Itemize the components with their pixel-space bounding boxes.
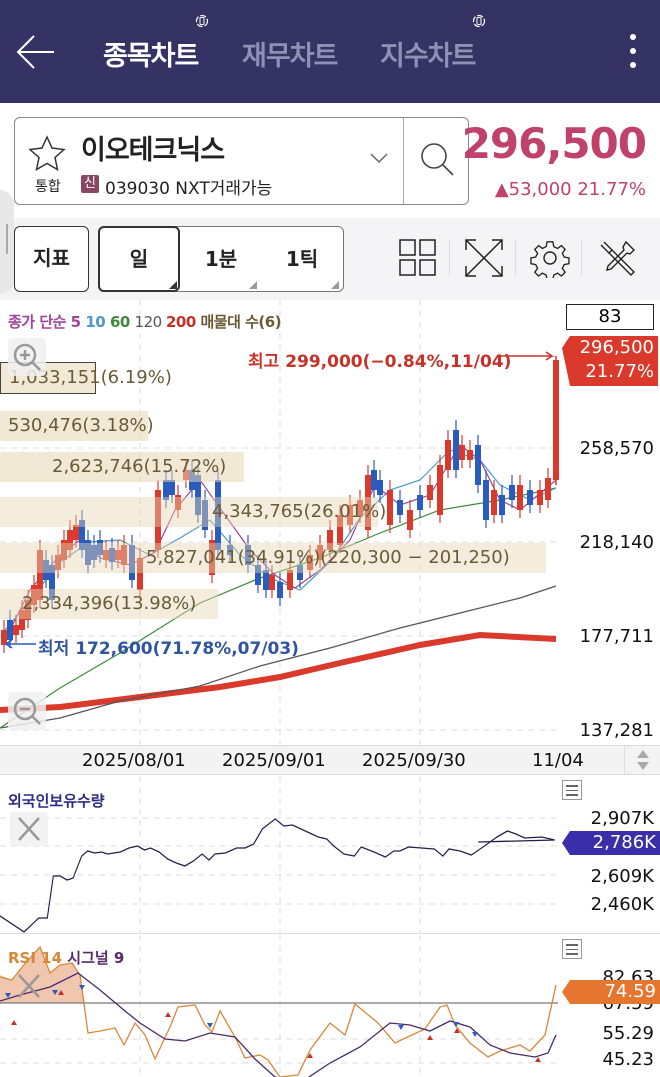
back-arrow-icon[interactable] bbox=[14, 30, 58, 74]
sync-icon bbox=[195, 14, 209, 28]
price-tag-value: 296,500 bbox=[579, 337, 654, 358]
fullscreen-icon[interactable] bbox=[464, 238, 504, 278]
legend-volume-profile: 매물대 수(6) bbox=[200, 313, 282, 331]
zoom-in-icon bbox=[13, 343, 41, 371]
legend-ma-label: 종가 단순 bbox=[8, 313, 71, 331]
chevron-down-icon[interactable] bbox=[367, 148, 391, 168]
high-annotation: 최고 299,000(−0.84%,11/04) bbox=[248, 352, 512, 372]
legend-ma10: 10 bbox=[85, 313, 110, 331]
top-bar: 종목차트 재무차트 지수차트 bbox=[0, 0, 660, 103]
rsi-label: RSI 14 bbox=[8, 949, 63, 967]
tab-financial-chart[interactable]: 재무차트 bbox=[242, 41, 338, 72]
rsi-panel[interactable]: RSI 14 시그널 9 82.63 67.59 55.29 45.23 74.… bbox=[0, 935, 660, 1077]
stock-code: 039030 NXT거래가능 bbox=[105, 179, 273, 199]
foreign-holdings-title: 외국인보유수량 bbox=[8, 792, 105, 810]
y-axis-label: 2,460K bbox=[590, 894, 654, 915]
y-axis-label: 177,711 bbox=[579, 626, 654, 647]
current-price: 296,500 bbox=[461, 119, 647, 168]
search-icon bbox=[421, 143, 454, 176]
x-axis-label: 2025/08/01 bbox=[82, 750, 186, 771]
close-icon bbox=[18, 817, 40, 841]
credit-badge: 신 bbox=[81, 175, 99, 193]
current-value-tag: 2,786K bbox=[562, 831, 660, 855]
legend-ma60: 60 bbox=[109, 313, 135, 331]
legend-ma5: 5 bbox=[70, 313, 86, 331]
y-axis-label: 137,281 bbox=[579, 720, 654, 741]
x-axis[interactable]: 2025/08/01 2025/09/01 2025/09/30 11/04 bbox=[0, 745, 660, 775]
zoom-out-button[interactable] bbox=[8, 692, 46, 730]
price-tag-pct: 21.77% bbox=[585, 361, 654, 382]
period-day[interactable]: 일 bbox=[98, 226, 180, 292]
x-axis-label: 11/04 bbox=[532, 750, 584, 771]
close-icon bbox=[18, 974, 40, 998]
y-axis-label: 2,609K bbox=[590, 866, 654, 887]
rsi-chart bbox=[0, 935, 558, 1077]
y-axis-label: 258,570 bbox=[579, 438, 654, 459]
sync-icon bbox=[472, 14, 486, 28]
price-chart[interactable]: 종가 단순 5 10 60 120 200 매물대 수(6) 1,033,151… bbox=[0, 300, 660, 745]
side-drawer-handle[interactable] bbox=[0, 190, 14, 294]
signal-label: 시그널 9 bbox=[67, 949, 125, 967]
settings-gear-icon[interactable] bbox=[530, 238, 570, 278]
volume-profile-bar: 530,476(3.18%) bbox=[0, 411, 154, 441]
close-panel-button[interactable] bbox=[10, 971, 48, 1001]
zoom-out-icon bbox=[13, 697, 41, 725]
y-axis-label: 218,140 bbox=[579, 532, 654, 553]
layout-grid-icon[interactable] bbox=[398, 238, 438, 278]
tools-icon[interactable] bbox=[598, 238, 638, 278]
legend-ma200: 200 bbox=[165, 313, 201, 331]
y-axis-label: 2,907K bbox=[590, 808, 654, 829]
zoom-in-button[interactable] bbox=[8, 338, 46, 376]
more-menu-icon[interactable] bbox=[628, 34, 638, 70]
y-axis-label: 45.23 bbox=[602, 1049, 654, 1070]
indicator-button[interactable]: 지표 bbox=[14, 226, 89, 292]
volume-profile-bar: 5,827,041(34.91%)(220,300 − 201,250) bbox=[0, 543, 546, 573]
rsi-current-tag: 74.59 bbox=[562, 980, 660, 1004]
period-1min[interactable]: 1분 bbox=[204, 247, 238, 271]
price-change: ▲53,000 21.77% bbox=[494, 179, 646, 200]
x-axis-label: 2025/09/01 bbox=[222, 750, 326, 771]
stock-selector[interactable]: 이오테크닉스 통합 신 039030 NXT거래가능 bbox=[14, 117, 469, 205]
panel-menu-button[interactable] bbox=[562, 780, 582, 800]
indicator-legend[interactable]: 종가 단순 5 10 60 120 200 매물대 수(6) bbox=[8, 311, 282, 332]
chart-toolbar: 지표 일 1분 1틱 bbox=[0, 218, 660, 300]
tab-stock-chart[interactable]: 종목차트 bbox=[103, 41, 199, 72]
close-panel-button[interactable] bbox=[10, 812, 48, 846]
stock-name: 이오테크닉스 bbox=[81, 135, 225, 166]
panel-menu-button[interactable] bbox=[562, 939, 582, 959]
price-chart-canvas bbox=[0, 300, 559, 745]
low-annotation: 최저 172,600(71.78%,07/03) bbox=[38, 639, 299, 659]
legend-ma120: 120 bbox=[134, 313, 166, 331]
x-axis-label: 2025/09/30 bbox=[362, 750, 466, 771]
market-label: 통합 bbox=[35, 179, 61, 195]
scale-stepper[interactable] bbox=[624, 746, 660, 774]
favorite-star-icon[interactable] bbox=[27, 134, 67, 172]
volume-profile-bar: 4,343,765(26.01%) bbox=[0, 497, 386, 527]
foreign-holdings-chart bbox=[0, 776, 558, 934]
stock-header: 이오테크닉스 통합 신 039030 NXT거래가능 296,500 ▲53,0… bbox=[0, 103, 660, 218]
volume-profile-bar: 2,623,746(15.72%) bbox=[0, 452, 244, 482]
foreign-holdings-panel[interactable]: 외국인보유수량 2,907K 2,609K 2,460K 2,786K bbox=[0, 776, 660, 934]
tab-index-chart[interactable]: 지수차트 bbox=[380, 41, 476, 72]
candle-count-badge[interactable]: 83 bbox=[566, 304, 654, 330]
current-price-tag: 296,500 21.77% bbox=[562, 336, 658, 386]
volume-profile-bar: 2,334,396(13.98%) bbox=[0, 589, 218, 619]
rsi-title: RSI 14 시그널 9 bbox=[8, 947, 124, 968]
period-1tick[interactable]: 1틱 bbox=[285, 247, 319, 271]
up-down-arrows-icon bbox=[637, 750, 649, 770]
period-selector: 일 1분 1틱 bbox=[98, 226, 344, 292]
search-button[interactable] bbox=[403, 118, 469, 204]
y-axis-label: 55.29 bbox=[602, 1023, 654, 1044]
